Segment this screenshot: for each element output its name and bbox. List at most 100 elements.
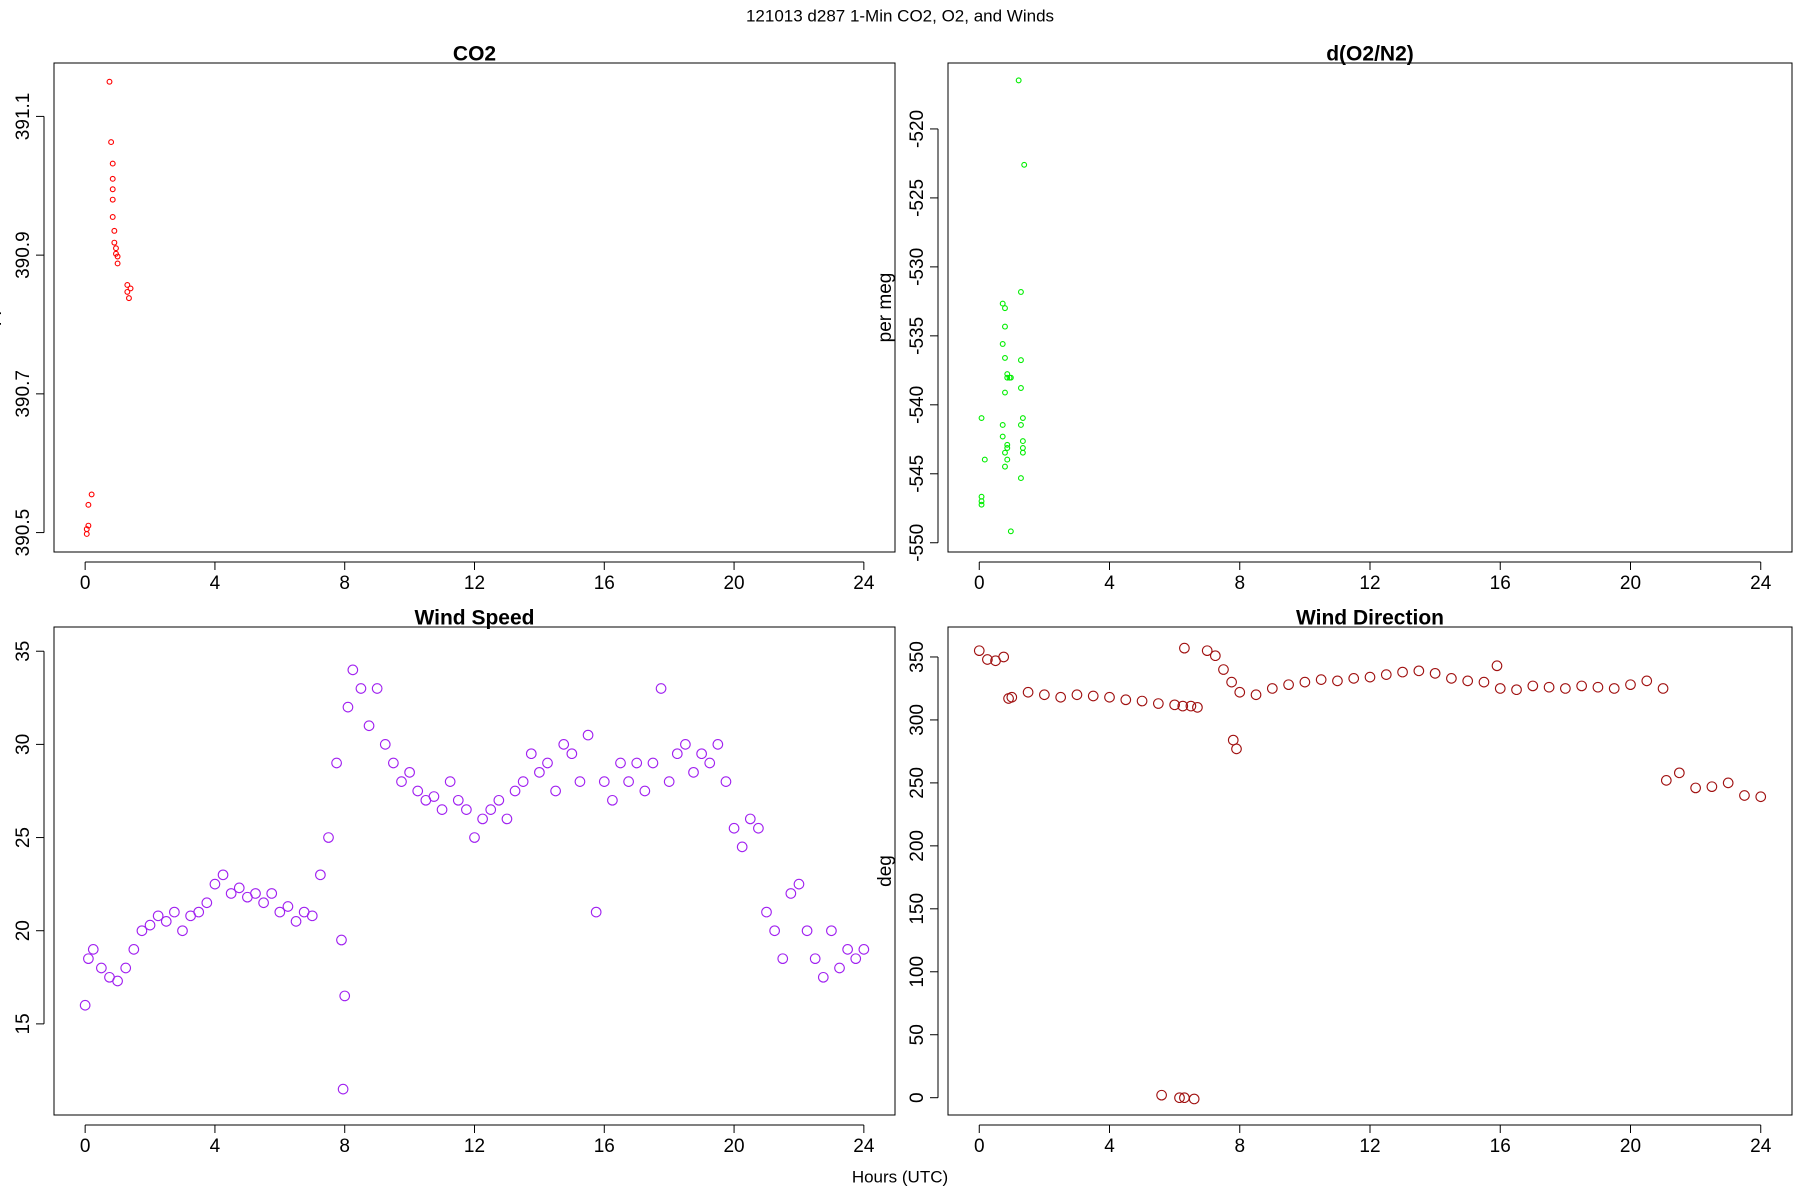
y-tick-label: -550 — [907, 524, 928, 562]
point — [266, 888, 278, 899]
y-axis-label: ppm — [0, 289, 2, 326]
point — [323, 832, 334, 843]
point — [1266, 683, 1278, 694]
point — [1015, 77, 1022, 84]
point — [1218, 664, 1229, 675]
point — [1576, 680, 1588, 692]
point — [1364, 671, 1376, 683]
x-tick-label: 0 — [80, 573, 91, 594]
point — [1055, 691, 1067, 703]
x-tick-label: 24 — [1750, 573, 1772, 594]
point — [124, 288, 131, 295]
plot-frame — [947, 62, 1793, 553]
point — [1429, 667, 1441, 679]
point — [1332, 675, 1343, 687]
point — [109, 160, 116, 167]
point — [1017, 475, 1024, 482]
x-tick-label: 4 — [1104, 573, 1115, 594]
point — [1706, 781, 1718, 793]
point — [1022, 686, 1034, 698]
point — [1004, 445, 1011, 451]
point — [109, 175, 116, 182]
y-tick-label: 25 — [13, 827, 34, 848]
point — [1017, 357, 1024, 364]
point — [1039, 689, 1050, 701]
y-tick-label: 250 — [907, 767, 928, 799]
point — [1006, 691, 1018, 703]
point — [128, 944, 140, 955]
point — [477, 813, 488, 825]
point — [696, 748, 707, 760]
point — [663, 776, 675, 788]
point — [85, 522, 92, 529]
point — [777, 953, 789, 965]
point — [217, 869, 229, 881]
y-tick-label: 50 — [907, 1024, 928, 1045]
point — [850, 953, 862, 965]
point — [973, 645, 985, 657]
point — [1007, 528, 1014, 535]
point — [363, 720, 375, 732]
point — [1560, 683, 1571, 694]
point — [574, 776, 586, 788]
point — [978, 415, 985, 422]
y-axis-label: deg — [875, 855, 896, 887]
x-tick-label: 8 — [339, 1136, 350, 1157]
point — [126, 295, 132, 302]
point — [83, 953, 94, 965]
point — [982, 654, 993, 665]
point — [1641, 675, 1653, 687]
x-tick-label: 24 — [853, 573, 875, 594]
point — [111, 227, 118, 234]
point — [1021, 161, 1028, 168]
panel-title: CO2 — [453, 43, 496, 66]
x-tick-label: 24 — [1750, 1136, 1772, 1157]
point — [201, 897, 213, 909]
point — [282, 901, 294, 912]
point — [342, 701, 354, 713]
point — [160, 916, 172, 927]
point — [111, 239, 118, 246]
x-tick-label: 16 — [594, 573, 615, 594]
x-tick-label: 16 — [594, 1136, 615, 1157]
point — [1755, 791, 1767, 803]
y-axis-label: per meg — [875, 273, 896, 343]
point — [785, 888, 797, 899]
y-tick-label: 390.7 — [13, 370, 34, 418]
point — [83, 526, 90, 533]
x-tick-label: 0 — [80, 1136, 91, 1157]
point — [1120, 694, 1132, 706]
point — [371, 683, 383, 694]
x-tick-label: 20 — [1620, 573, 1641, 594]
y-tick-label: 150 — [907, 893, 928, 925]
y-tick-label: -530 — [907, 248, 928, 286]
point — [127, 285, 134, 292]
point — [396, 776, 407, 788]
point — [436, 804, 448, 815]
point — [1446, 673, 1457, 684]
point — [315, 869, 326, 881]
point — [1019, 415, 1026, 422]
point — [858, 944, 870, 955]
point — [331, 757, 342, 769]
y-tick-label: 391.1 — [13, 93, 34, 141]
point — [769, 925, 780, 937]
point — [85, 501, 92, 508]
x-tick-label: 8 — [1234, 573, 1245, 594]
y-tick-label: -545 — [907, 455, 928, 493]
point — [744, 813, 756, 825]
point — [712, 739, 724, 750]
point — [209, 878, 221, 890]
point — [655, 683, 667, 694]
y-tick-label: 15 — [13, 1013, 34, 1034]
point — [1188, 1093, 1200, 1105]
point — [412, 785, 424, 797]
point — [1004, 456, 1011, 463]
point — [136, 925, 148, 937]
point — [87, 944, 99, 955]
point — [1017, 422, 1024, 428]
point — [1608, 683, 1620, 694]
point — [1017, 385, 1024, 391]
x-tick-label: 12 — [464, 1136, 485, 1157]
